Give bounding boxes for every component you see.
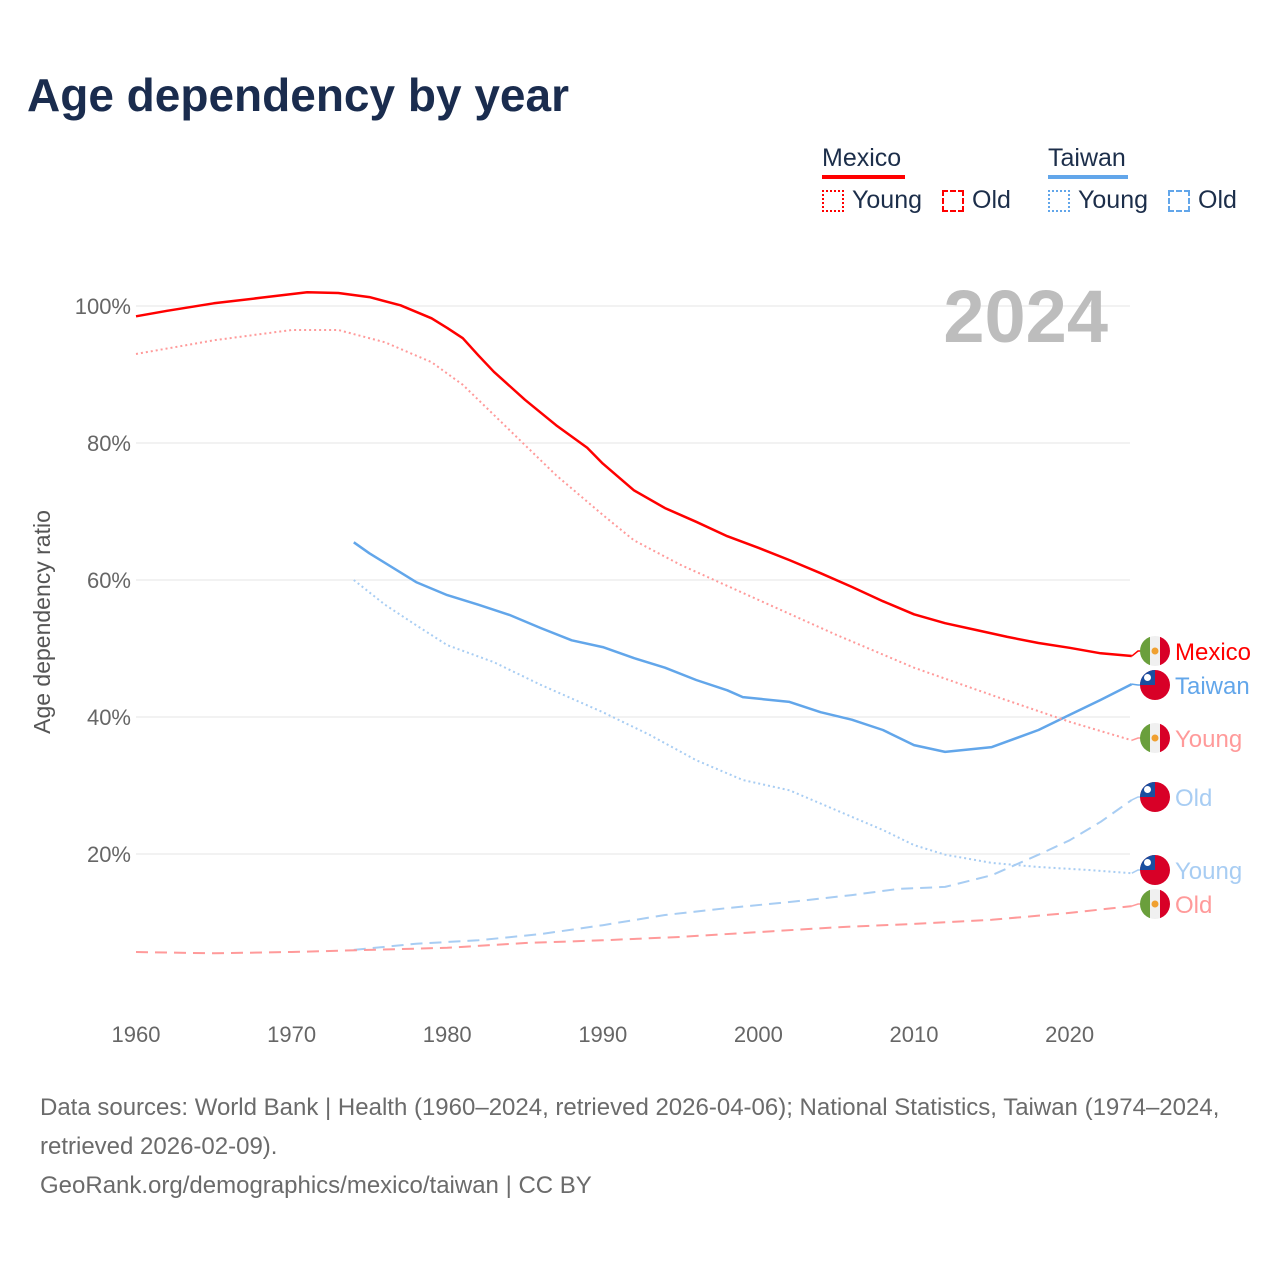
dashed-swatch-icon [1168,189,1190,212]
x-tick-label: 1960 [112,1022,161,1047]
legend-label: Young [852,186,922,214]
x-tick-label: 2000 [734,1022,783,1047]
series-line-taiwan-young [353,579,1132,875]
legend-mexico-old[interactable]: Old [942,186,1011,215]
attribution-link[interactable]: GeoRank.org/demographics/mexico/taiwan |… [40,1172,592,1199]
legend-taiwan-swatch [1048,175,1128,179]
y-tick-label: 40% [87,705,131,730]
flag-stripe [1140,723,1150,753]
x-tick-label: 1970 [267,1022,316,1047]
footer: Data sources: World Bank | Health (1960–… [40,1088,1250,1205]
page-title: Age dependency by year [27,69,569,121]
series-line-mexico [135,291,1132,658]
flag-emblem [1151,900,1159,908]
mexico-flag-icon [1140,889,1170,919]
end-label: Young [1175,726,1242,753]
flag-body [1140,889,1170,919]
end-label: Taiwan [1175,673,1250,700]
data-sources: Data sources: World Bank | Health (1960–… [40,1094,1220,1160]
series-line-mexico-young [135,329,1133,742]
mexico-flag-icon [1140,636,1170,666]
y-tick-label: 100% [75,294,131,319]
legend-mexico-young[interactable]: Young [822,186,922,215]
end-label: Old [1175,785,1212,812]
flag-stripe [1160,723,1170,753]
legend-group-mexico[interactable]: Mexico [822,144,902,172]
y-tick-label: 80% [87,431,131,456]
flag-stripe [1160,889,1170,919]
legend-label: Young [1078,186,1148,214]
end-label: Mexico [1175,639,1251,666]
mexico-flag-icon [1140,723,1170,753]
plot-area: 20% 40% 60% 80% 100% 1960 1970 1980 1990 2000 2010… [29,275,1251,1047]
x-tick-label: 2010 [890,1022,939,1047]
series-line-taiwan-old [353,799,1133,951]
end-label: Young [1175,858,1242,885]
taiwan-flag-icon [1140,855,1170,885]
flag-emblem [1151,734,1159,742]
flag-sun [1144,674,1151,681]
series-line-taiwan [353,541,1133,754]
y-tick-label: 60% [87,568,131,593]
flag-body [1140,670,1170,700]
legend-label: Old [972,186,1011,214]
flag-emblem [1151,647,1159,655]
legend-taiwan-young[interactable]: Young [1048,186,1148,215]
legend-group-taiwan[interactable]: Taiwan [1048,144,1126,172]
x-tick-label: 2020 [1045,1022,1094,1047]
legend-label: Old [1198,186,1237,214]
y-axis-label: Age dependency ratio [29,510,55,734]
taiwan-flag-icon [1140,670,1170,700]
flag-stripe [1140,636,1150,666]
x-tick-label: 1980 [423,1022,472,1047]
legend-mexico-swatch [822,175,905,179]
dotted-swatch-icon [1048,189,1070,212]
dotted-swatch-icon [822,189,844,212]
flag-body [1140,636,1170,666]
taiwan-flag-icon [1140,782,1170,812]
flag-sun [1144,859,1151,866]
series-line-mexico-old [135,905,1132,955]
end-label: Old [1175,892,1212,919]
flag-stripe [1160,636,1170,666]
dashed-swatch-icon [942,189,964,212]
flag-body [1140,782,1170,812]
flag-sun [1144,786,1151,793]
year-watermark: 2024 [943,275,1108,358]
y-tick-label: 20% [87,842,131,867]
legend-taiwan-old[interactable]: Old [1168,186,1237,215]
x-tick-label: 1990 [578,1022,627,1047]
flag-body [1140,723,1170,753]
flag-stripe [1140,889,1150,919]
flag-body [1140,855,1170,885]
